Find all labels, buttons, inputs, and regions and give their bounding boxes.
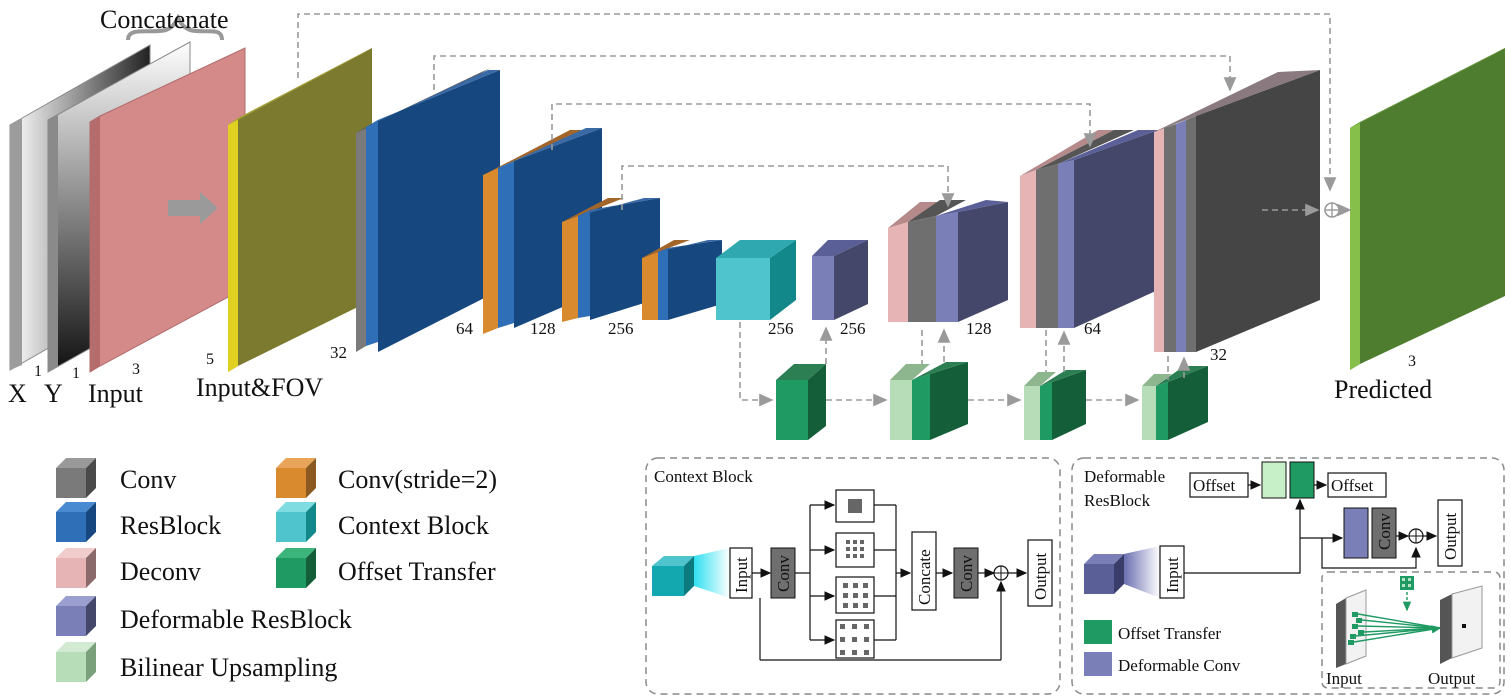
legend-deconv: Deconv [120,557,201,586]
legend-bilinear: Bilinear Upsampling [120,653,337,682]
fov-plane-top [228,48,372,125]
ctx-concate-label: Concate [915,549,934,605]
input-plane-side [90,116,100,372]
legend-bilinear-icon [56,642,96,682]
offset-transfer-4 [1142,366,1208,440]
legend-context-icon [276,502,316,542]
legend-resblock: ResBlock [120,511,221,540]
predicted-label: Predicted [1334,375,1432,404]
ctx-concate-box [911,531,937,611]
deform-legend-offset-swatch [1084,620,1112,644]
legend-conv: Conv [120,465,176,494]
ctx-conv2-label: Conv [957,555,976,592]
deform-inset-input: Input [1326,669,1362,688]
channel-fov: 5 [206,351,214,368]
fov-block [228,48,372,372]
input-arrow [168,192,218,224]
channel-128b: 128 [966,319,992,338]
ctx-conv1-box [770,547,796,599]
channel-32: 32 [330,343,347,362]
x-label: X [8,379,27,408]
legend-deformable-icon [56,596,96,636]
dec-128-block [888,200,1008,322]
ctx-output-box [1027,539,1053,607]
fov-plane-side [228,118,238,372]
skip-connections [297,13,1352,407]
dec-64-block [1020,130,1158,328]
y-plane-side [48,114,58,372]
deform-input-box [1159,545,1185,599]
legend: Conv Conv(stride=2) ResBlock Context Blo… [56,458,497,682]
enc-256-block [642,240,722,320]
context-panel-title: Context Block [654,467,753,486]
context-block-panel: Context Block Input Conv [645,457,1061,695]
channel-64: 64 [456,319,474,338]
y-label: Y [44,379,63,408]
channel-64b: 64 [1084,319,1102,338]
deform-output-box [1437,499,1463,567]
enc-32-block [356,68,500,352]
deform-conv2-box [1371,507,1397,559]
legend-deconv-icon [56,548,96,588]
context-panel-border [645,457,1061,695]
x-plane-side [10,118,22,370]
deform-title-2: ResBlock [1084,491,1151,510]
offset-transfer-2 [890,362,968,440]
deform-legend-deform-swatch [1084,652,1112,676]
legend-offset-transfer: Offset Transfer [338,557,496,586]
deform-bilinear-box [1261,461,1287,499]
channel-pred: 3 [1408,353,1416,370]
input-stack [9,13,246,373]
predicted-block [1350,48,1505,370]
legend-resblock-icon [56,502,96,542]
concatenate-brace [126,13,224,41]
deformable-panel: Deformable ResBlock Offset Offset Input … [1071,457,1505,695]
channel-y: 1 [72,365,80,382]
channel-256c: 256 [840,319,866,338]
context-block-cube [716,240,796,320]
offset-transfer-1 [776,364,826,440]
deform-legend-offset: Offset Transfer [1118,624,1221,643]
input-label: Input [88,379,144,408]
dec-256-block [812,240,868,320]
ctx-input-label: Input [732,557,751,593]
ctx-output-label: Output [1031,553,1050,601]
channel-input: 3 [132,361,140,378]
deform-inset-output: Output [1428,669,1476,688]
channel-32b: 32 [1210,345,1227,364]
fov-plane [228,48,372,372]
deform-offset-out-box [1327,472,1387,498]
channel-256b: 256 [768,319,794,338]
legend-context-block: Context Block [338,511,489,540]
concatenate-label: Concatenate [100,5,229,34]
deform-input-label: Input [1163,557,1182,593]
offset-transfer-3 [1024,370,1086,440]
ctx-conv1-label: Conv [774,555,793,592]
legend-conv-stride-icon [276,458,316,498]
deform-output-label: Output [1441,513,1460,561]
legend-conv-stride: Conv(stride=2) [338,465,497,494]
deform-conv-label: Conv [1375,513,1394,550]
input-fov-label: Input&FOV [196,373,323,402]
ctx-conv2-box [953,547,979,599]
legend-conv-icon [56,458,96,498]
legend-deformable-resblock: Deformable ResBlock [120,605,352,634]
deform-legend-deform: Deformable Conv [1118,656,1241,675]
channel-128: 128 [530,319,556,338]
dec-32-block [1154,70,1320,352]
deform-title-1: Deformable [1084,467,1165,486]
channel-x: 1 [34,363,42,380]
deform-conv-box [1343,507,1369,559]
channel-256a: 256 [608,319,634,338]
deform-offset-in: Offset [1193,476,1235,495]
deform-offset-box [1289,461,1315,499]
legend-offset-icon [276,548,316,588]
deform-offset-out: Offset [1331,476,1373,495]
deform-panel-border [1071,457,1505,695]
